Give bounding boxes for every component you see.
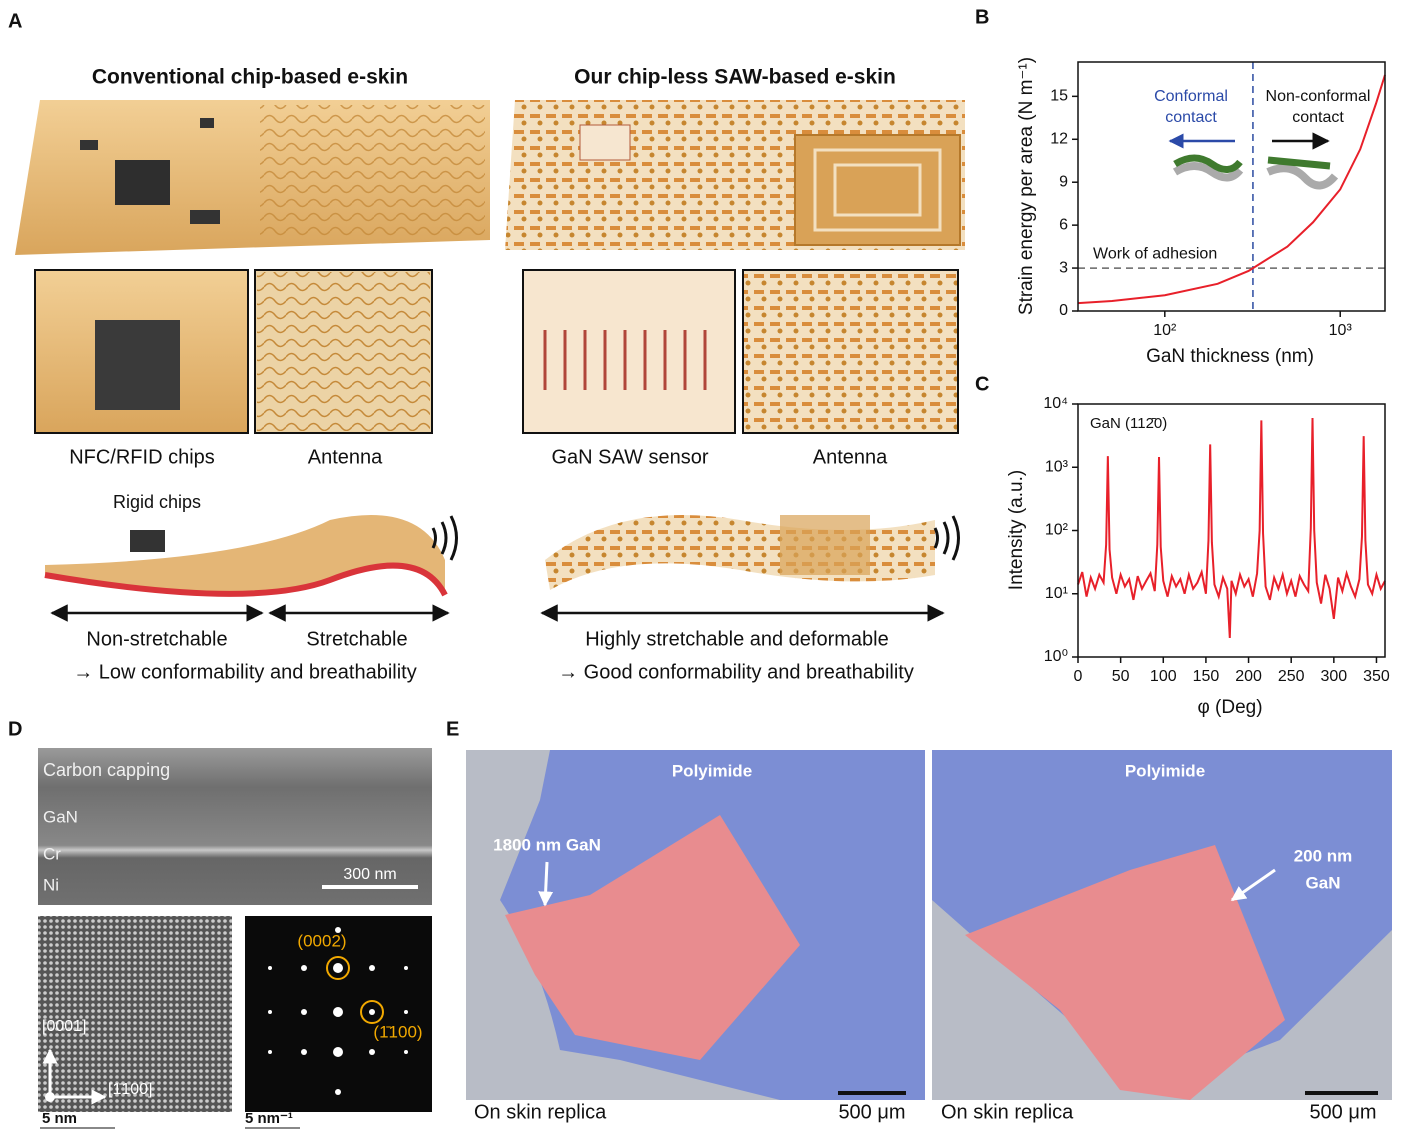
inset-caption: Antenna — [308, 446, 383, 468]
substrate-label: On skin replica — [941, 1101, 1074, 1123]
y-tick-label: 10³ — [1045, 458, 1069, 475]
panel-label: A — [8, 10, 22, 32]
inset-caption: GaN SAW sensor — [551, 446, 708, 468]
y-tick-label: 10¹ — [1045, 585, 1068, 602]
scale-label: 500 μm — [1309, 1101, 1376, 1123]
x-tick-label: 10³ — [1329, 322, 1353, 339]
x-tick-label: 300 — [1320, 668, 1347, 685]
gan-label: GaN — [1306, 873, 1341, 892]
panel-label: B — [975, 6, 989, 28]
y-tick-label: 9 — [1059, 173, 1068, 190]
layer-label: Carbon capping — [43, 760, 170, 780]
x-tick-label: 200 — [1235, 668, 1262, 685]
span-label: Stretchable — [306, 628, 407, 650]
note: → Good conformability and breathability — [558, 661, 914, 683]
y-tick-label: 10⁴ — [1043, 395, 1068, 412]
y-axis-label: Intensity (a.u.) — [1006, 470, 1027, 590]
spot-label: (1̄100) — [373, 1022, 422, 1041]
heading: Conventional chip-based e-skin — [92, 66, 408, 89]
x-tick-label: 250 — [1278, 668, 1305, 685]
scale-label: 5 nm — [42, 1110, 77, 1127]
annotation: contact — [1292, 109, 1344, 126]
inset-caption: NFC/RFID chips — [69, 446, 215, 468]
direction-label: [1̄100] — [108, 1081, 152, 1098]
panel-label: C — [975, 373, 989, 395]
x-axis-label: GaN thickness (nm) — [1146, 346, 1314, 367]
spot-label: (0002) — [297, 931, 346, 950]
micrograph — [38, 748, 432, 1128]
y-tick-label: 3 — [1059, 259, 1068, 276]
span-label: Highly stretchable and deformable — [585, 628, 889, 650]
x-tick-label: 10² — [1153, 322, 1177, 339]
layer-label: Cr — [43, 844, 61, 863]
micrograph — [466, 750, 1392, 1100]
y-axis-label: Strain energy per area (N m⁻¹) — [1016, 57, 1037, 315]
x-tick-label: 0 — [1074, 668, 1083, 685]
illustration — [15, 100, 965, 613]
data-line — [1078, 418, 1385, 638]
note: → Low conformability and breathability — [73, 661, 417, 683]
x-axis-label: φ (Deg) — [1197, 697, 1262, 718]
panel-label: E — [446, 718, 459, 740]
region-label: Polyimide — [672, 761, 752, 780]
scale-label: 300 nm — [343, 866, 396, 883]
layer-label: GaN — [43, 807, 78, 826]
figure: A Conventional chip-based e-skin Our chi… — [0, 0, 1407, 1131]
annotation: Non-conformal — [1266, 88, 1371, 105]
x-tick-label: 350 — [1363, 668, 1390, 685]
scale-label: 500 μm — [838, 1101, 905, 1123]
y-tick-label: 6 — [1059, 216, 1068, 233]
callout: Rigid chips — [113, 492, 201, 512]
substrate-label: On skin replica — [474, 1101, 607, 1123]
annotation: contact — [1165, 109, 1217, 126]
reference-label: Work of adhesion — [1093, 245, 1217, 262]
layer-label: Ni — [43, 875, 59, 894]
plot-frame — [1078, 404, 1385, 657]
panel-label: D — [8, 718, 22, 740]
scale-label: 5 nm⁻¹ — [245, 1110, 293, 1127]
direction-label: [0001] — [42, 1018, 86, 1035]
x-tick-label: 50 — [1112, 668, 1130, 685]
legend: GaN (112̄0) — [1090, 415, 1167, 432]
y-tick-label: 10² — [1045, 522, 1069, 539]
y-tick-label: 10⁰ — [1044, 648, 1068, 665]
inset-caption: Antenna — [813, 446, 888, 468]
y-tick-label: 15 — [1050, 88, 1068, 105]
gan-label: 1800 nm GaN — [493, 835, 601, 854]
y-tick-label: 12 — [1050, 130, 1068, 147]
x-tick-label: 100 — [1150, 668, 1177, 685]
region-label: Polyimide — [1125, 761, 1205, 780]
x-tick-label: 150 — [1193, 668, 1220, 685]
annotation: Conformal — [1154, 88, 1228, 105]
y-tick-label: 0 — [1059, 302, 1068, 319]
span-label: Non-stretchable — [86, 628, 227, 650]
gan-label: 200 nm — [1294, 846, 1353, 865]
heading: Our chip-less SAW-based e-skin — [574, 66, 896, 89]
